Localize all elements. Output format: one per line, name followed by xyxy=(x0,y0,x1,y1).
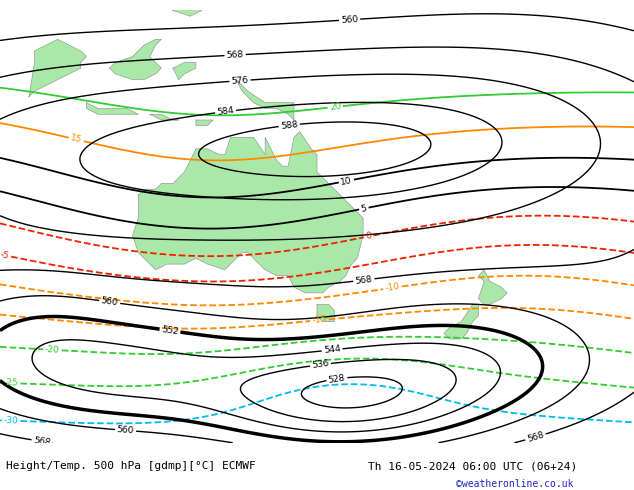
Text: 560: 560 xyxy=(117,425,134,436)
Text: 544: 544 xyxy=(323,344,341,355)
Text: 568: 568 xyxy=(526,430,545,444)
Polygon shape xyxy=(173,62,196,80)
Text: 15: 15 xyxy=(70,134,83,145)
Text: Th 16-05-2024 06:00 UTC (06+24): Th 16-05-2024 06:00 UTC (06+24) xyxy=(368,462,577,471)
Text: 536: 536 xyxy=(311,359,330,370)
Polygon shape xyxy=(173,0,202,16)
Text: 0: 0 xyxy=(365,231,372,242)
Text: -20: -20 xyxy=(45,345,60,355)
Polygon shape xyxy=(317,304,334,322)
Polygon shape xyxy=(444,304,479,339)
Text: 584: 584 xyxy=(217,106,235,117)
Text: 560: 560 xyxy=(100,296,119,308)
Text: 5: 5 xyxy=(360,203,368,214)
Polygon shape xyxy=(110,39,162,80)
Polygon shape xyxy=(236,80,294,120)
Text: -25: -25 xyxy=(4,378,18,388)
Text: -30: -30 xyxy=(4,416,18,425)
Text: 528: 528 xyxy=(328,373,346,385)
Text: 576: 576 xyxy=(231,75,249,86)
Text: -10: -10 xyxy=(384,282,401,294)
Polygon shape xyxy=(133,131,363,293)
Polygon shape xyxy=(86,103,138,114)
Text: Height/Temp. 500 hPa [gdmp][°C] ECMWF: Height/Temp. 500 hPa [gdmp][°C] ECMWF xyxy=(6,462,256,471)
Text: 568: 568 xyxy=(226,50,244,60)
Text: -15: -15 xyxy=(311,315,327,325)
Text: ©weatheronline.co.uk: ©weatheronline.co.uk xyxy=(456,479,574,489)
Polygon shape xyxy=(29,39,86,97)
Text: 10: 10 xyxy=(340,175,353,187)
Text: 568: 568 xyxy=(33,436,51,447)
Text: 560: 560 xyxy=(340,15,358,25)
Text: 20: 20 xyxy=(329,102,342,112)
Text: 552: 552 xyxy=(161,325,179,336)
Text: 588: 588 xyxy=(280,120,298,131)
Text: -5: -5 xyxy=(0,250,10,261)
Polygon shape xyxy=(479,270,507,304)
Text: 568: 568 xyxy=(355,274,373,286)
Polygon shape xyxy=(150,114,179,120)
Polygon shape xyxy=(196,120,213,126)
